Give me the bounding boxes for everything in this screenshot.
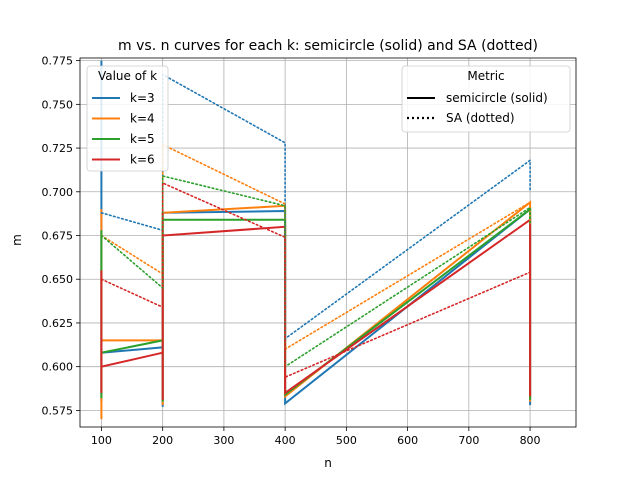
- y-axis-label: m: [10, 234, 24, 246]
- y-tick-label: 0.700: [42, 186, 74, 199]
- legend-k-label: k=5: [130, 132, 155, 146]
- x-axis-label: n: [324, 456, 332, 470]
- y-tick-label: 0.725: [42, 142, 74, 155]
- legend-k-box: [86, 65, 169, 172]
- legend-metric-label: SA (dotted): [446, 111, 515, 125]
- series-lines: [100, 60, 532, 420]
- legend-metric-title: Metric: [467, 69, 504, 83]
- x-tick-label: 200: [152, 434, 173, 447]
- x-tick-label: 600: [397, 434, 418, 447]
- legend-k-label: k=4: [130, 112, 155, 126]
- x-tick-label: 400: [275, 434, 296, 447]
- plot-frame: [79, 57, 577, 428]
- y-tick-label: 0.750: [42, 98, 74, 111]
- legend-k: Value of k k=3 k=4 k=5 k=6: [86, 65, 169, 172]
- y-tick-label: 0.650: [42, 273, 74, 286]
- x-tick-label: 500: [336, 434, 357, 447]
- series-line-k5-sa: [100, 174, 531, 369]
- legend-metric-entries: semicircle (solid) SA (dotted): [407, 91, 548, 125]
- axis-ticks: 100 200 300 400 500 600 700 800 0.575 0.600 0.625 0…: [42, 55, 541, 447]
- y-tick-label: 0.575: [42, 404, 74, 417]
- legend-metric-label: semicircle (solid): [446, 91, 548, 105]
- y-tick-label: 0.600: [42, 361, 74, 374]
- x-tick-label: 300: [213, 434, 234, 447]
- legend-k-entries: k=3 k=4 k=5 k=6: [92, 91, 155, 167]
- legend-metric: Metric semicircle (solid) SA (dotted): [401, 65, 571, 133]
- y-tick-label: 0.675: [42, 230, 74, 243]
- series-line-k6-sa: [100, 181, 531, 379]
- legend-k-label: k=6: [130, 153, 155, 167]
- series-line-k6-semicircle: [100, 217, 532, 400]
- chart-title: m vs. n curves for each k: semicircle (s…: [118, 38, 538, 54]
- x-tick-label: 800: [520, 434, 541, 447]
- x-tick-label: 100: [91, 434, 112, 447]
- legend-k-label: k=3: [130, 91, 155, 105]
- y-tick-label: 0.775: [42, 55, 74, 68]
- legend-k-title: Value of k: [98, 69, 157, 83]
- y-tick-label: 0.625: [42, 317, 74, 330]
- x-tick-label: 700: [458, 434, 479, 447]
- legend-metric-box: [401, 65, 571, 133]
